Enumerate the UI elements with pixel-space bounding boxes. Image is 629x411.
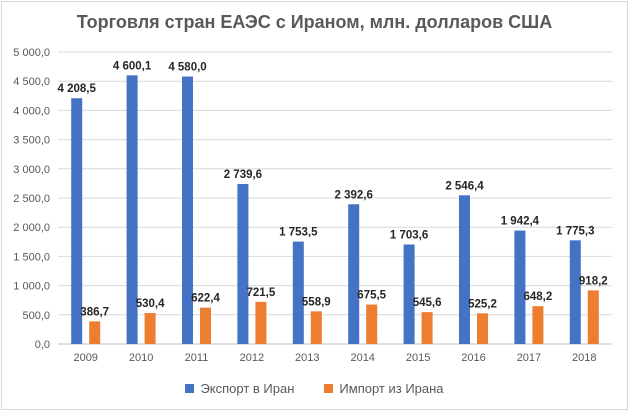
y-tick-label: 3 500,0	[13, 135, 50, 147]
bar-import	[587, 290, 599, 344]
data-label-import: 721,5	[247, 287, 276, 299]
x-tick-label: 2009	[73, 352, 97, 364]
x-tick-label: 2014	[350, 352, 374, 364]
y-tick-label: 0,0	[35, 339, 50, 351]
data-label-export: 1 703,6	[390, 230, 428, 242]
data-label-import: 545,6	[413, 297, 442, 309]
bar-import	[477, 313, 488, 344]
y-tick-label: 1 000,0	[13, 281, 50, 293]
bar-export	[569, 240, 581, 344]
bar-import	[89, 321, 101, 344]
bar-import	[366, 304, 378, 344]
bar-export	[514, 230, 526, 344]
data-label-import: 622,4	[191, 293, 220, 305]
bar-import	[255, 301, 267, 344]
legend-swatch-import	[324, 384, 334, 393]
bar-import	[421, 312, 433, 344]
x-tick-label: 2012	[240, 352, 264, 364]
bar-import	[200, 307, 211, 344]
y-tick-label: 3 000,0	[13, 164, 50, 176]
x-tick-label: 2010	[129, 352, 153, 364]
bar-import	[144, 313, 156, 344]
x-tick-label: 2016	[461, 352, 485, 364]
data-label-import: 648,2	[524, 291, 553, 303]
x-tick-label: 2018	[572, 352, 596, 364]
chart-title: Торговля стран ЕАЭС с Ираном, млн. долла…	[76, 12, 553, 32]
bar-export	[292, 241, 304, 344]
data-label-import: 525,2	[468, 298, 497, 310]
legend-item-import: Импорт из Ирана	[324, 381, 444, 396]
data-label-export: 1 753,5	[279, 227, 318, 239]
x-axis-ticks: 2009 2010 2011 2012 2013 2014 2015 2016 2017 2018	[73, 352, 596, 364]
data-label-export: 1 942,4	[501, 216, 540, 228]
data-label-export: 2 392,6	[335, 189, 373, 201]
x-tick-label: 2011	[185, 352, 209, 364]
legend-swatch-export	[185, 384, 195, 393]
y-tick-label: 1 500,0	[13, 251, 50, 263]
data-label-export: 4 208,5	[58, 83, 97, 95]
bar-export	[182, 76, 193, 344]
bar-export	[126, 75, 138, 344]
y-tick-label: 4 500,0	[13, 76, 50, 88]
legend: Экспорт в Иран Импорт из Ирана	[0, 381, 629, 396]
data-label-export: 2 739,6	[224, 169, 262, 181]
y-tick-label: 500,0	[22, 310, 50, 322]
legend-label-import: Импорт из Ирана	[339, 381, 444, 396]
x-tick-label: 2013	[295, 352, 319, 364]
bar-import	[310, 311, 322, 344]
bars	[71, 75, 599, 344]
data-label-import: 918,2	[579, 275, 608, 287]
data-label-import: 530,4	[136, 298, 165, 310]
y-tick-label: 2 500,0	[13, 193, 50, 205]
legend-label-export: Экспорт в Иран	[200, 381, 295, 396]
data-label-export: 4 580,0	[168, 62, 206, 74]
y-tick-label: 4 000,0	[13, 105, 50, 117]
y-tick-label: 2 000,0	[13, 222, 50, 234]
bar-import	[532, 306, 544, 344]
x-tick-label: 2017	[517, 352, 541, 364]
bar-export	[403, 244, 415, 344]
bar-export	[348, 204, 360, 344]
data-label-import: 386,7	[80, 306, 109, 318]
bar-export	[459, 195, 470, 344]
y-tick-label: 5 000,0	[13, 47, 50, 59]
data-label-export: 2 546,4	[445, 180, 484, 192]
bar-export	[71, 98, 83, 344]
data-labels: 4 208,5 386,7 4 600,1 530,4 4 580,0 622,4 2 73…	[58, 60, 608, 318]
data-label-export: 1 775,3	[556, 225, 594, 237]
data-label-import: 558,9	[302, 296, 331, 308]
data-label-export: 4 600,1	[113, 60, 152, 72]
x-tick-label: 2015	[406, 352, 430, 364]
legend-item-export: Экспорт в Иран	[185, 381, 294, 396]
data-label-import: 675,5	[357, 290, 386, 302]
y-axis-ticks: 0,0 500,0 1 000,0 1 500,0 2 000,0 2 500,0 3 00…	[13, 47, 50, 351]
bar-export	[237, 184, 249, 344]
